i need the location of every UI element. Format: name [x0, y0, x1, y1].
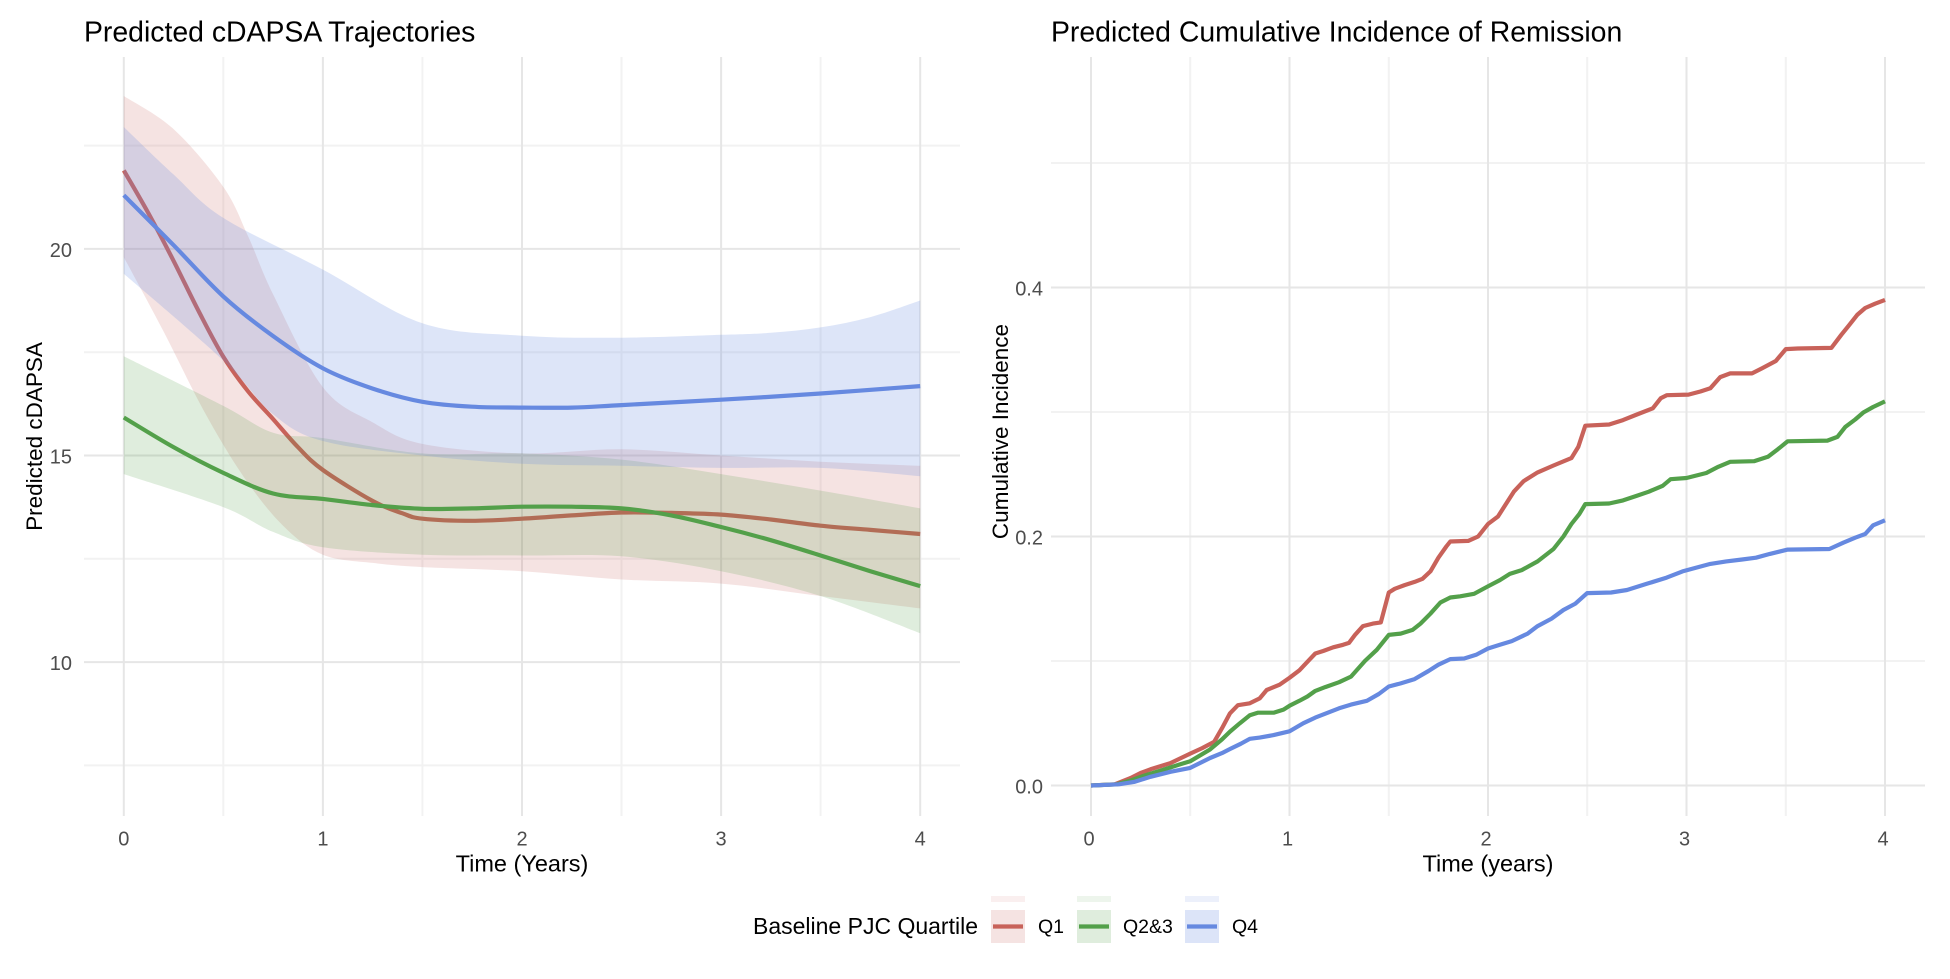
svg-text:Predicted cDAPSA: Predicted cDAPSA — [22, 342, 47, 531]
svg-text:Q4: Q4 — [1232, 916, 1258, 938]
svg-text:4: 4 — [1877, 829, 1888, 851]
svg-text:Time (Years): Time (Years) — [456, 851, 589, 877]
svg-text:15: 15 — [50, 447, 72, 469]
svg-text:3: 3 — [716, 829, 727, 851]
svg-text:0.4: 0.4 — [1015, 279, 1043, 301]
svg-text:Q1: Q1 — [1038, 916, 1064, 938]
svg-text:Q2&3: Q2&3 — [1123, 916, 1173, 938]
svg-text:4: 4 — [915, 829, 926, 851]
svg-text:20: 20 — [50, 240, 72, 262]
svg-text:2: 2 — [1480, 829, 1491, 851]
svg-text:Cumulative Incidence: Cumulative Incidence — [988, 324, 1013, 539]
svg-text:3: 3 — [1679, 829, 1690, 851]
svg-text:10: 10 — [50, 653, 72, 675]
svg-text:0.0: 0.0 — [1015, 777, 1043, 799]
svg-text:1: 1 — [1282, 829, 1293, 851]
svg-text:2: 2 — [516, 829, 527, 851]
svg-text:Time (years): Time (years) — [1423, 851, 1554, 877]
svg-text:Baseline PJC Quartile: Baseline PJC Quartile — [753, 913, 978, 939]
svg-text:0.2: 0.2 — [1015, 528, 1043, 550]
svg-text:0: 0 — [118, 829, 129, 851]
svg-text:1: 1 — [317, 829, 328, 851]
svg-text:Predicted Cumulative Incidence: Predicted Cumulative Incidence of Remiss… — [1051, 17, 1622, 49]
svg-text:0: 0 — [1083, 829, 1094, 851]
svg-text:Predicted cDAPSA Trajectories: Predicted cDAPSA Trajectories — [84, 17, 475, 49]
